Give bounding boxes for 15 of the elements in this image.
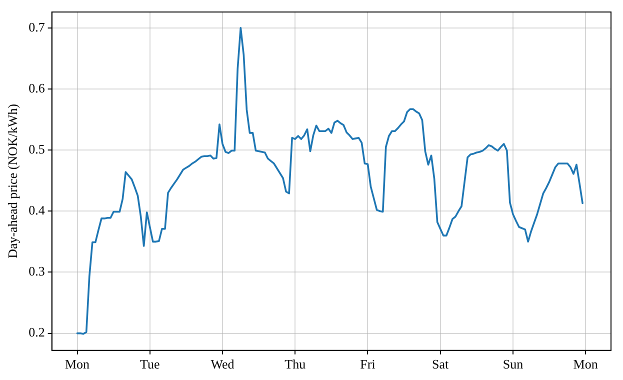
x-tick-label: Mon <box>64 356 90 372</box>
x-tick-label: Fri <box>360 356 376 372</box>
x-tick-label: Tue <box>140 356 160 372</box>
y-tick-label: 0.5 <box>28 141 45 156</box>
y-tick-label: 0.7 <box>28 19 46 34</box>
y-axis-title: Day-ahead price (NOK/kWh) <box>5 104 20 258</box>
x-tick-label: Thu <box>284 356 306 372</box>
x-tick-label: Sat <box>432 356 450 372</box>
y-tick-label: 0.3 <box>28 264 45 279</box>
y-tick-label: 0.6 <box>28 80 46 96</box>
y-tick-label: 0.2 <box>28 324 45 340</box>
x-tick-label: Mon <box>573 356 598 372</box>
y-tick-label: 0.4 <box>28 202 46 218</box>
x-tick-label: Sun <box>502 356 524 372</box>
x-tick-label: Wed <box>210 356 235 372</box>
